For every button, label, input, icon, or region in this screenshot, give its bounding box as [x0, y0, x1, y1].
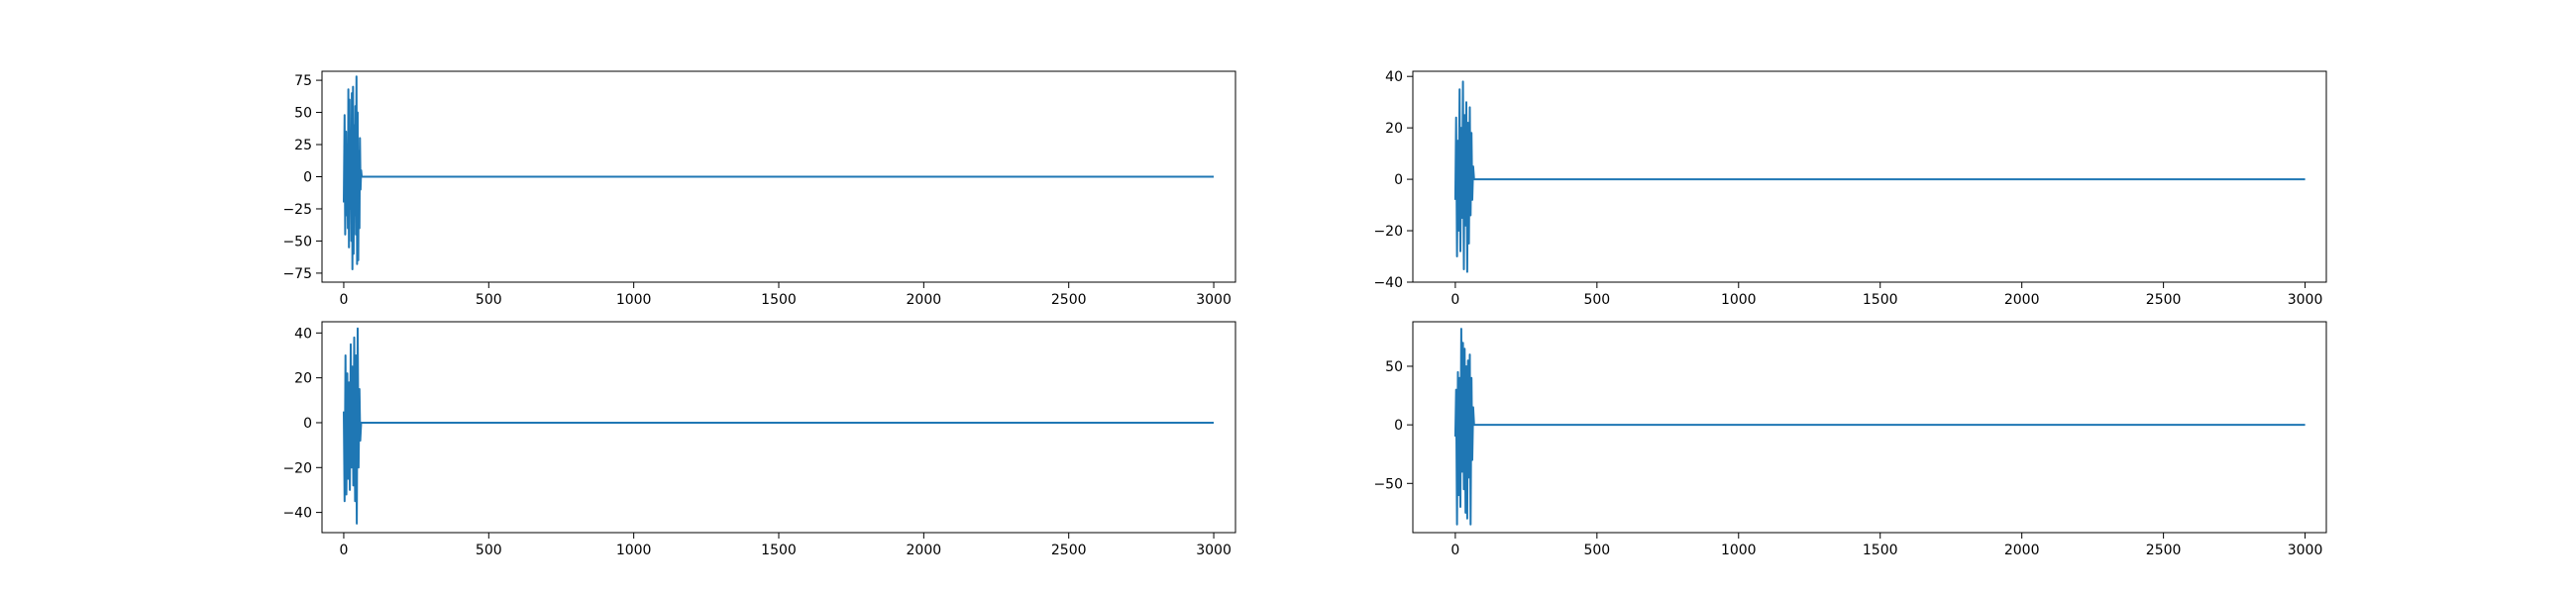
subplot-bottom-right: 0 500 1000 1500 2000 2500 3000 −50 0 50	[1373, 321, 2327, 558]
x-tick-label: 2500	[1051, 292, 1087, 308]
axes-frame	[1412, 70, 2327, 283]
x-tick-label: 500	[1583, 292, 1610, 308]
x-tick-label: 3000	[1196, 543, 1232, 558]
y-tick-label: 25	[294, 138, 312, 153]
x-tick-label: 2000	[907, 543, 942, 558]
x-tick-label: 1500	[761, 292, 797, 308]
series-line	[1453, 80, 2306, 273]
x-tick-label: 2500	[2146, 543, 2182, 558]
x-tick-label: 2000	[2004, 292, 2040, 308]
x-tick-label: 2000	[2004, 543, 2040, 558]
y-tick-label: −40	[282, 506, 312, 522]
y-tick-label: 40	[1385, 69, 1403, 85]
y-tick-label: −75	[282, 266, 312, 282]
x-tick-label: 2500	[2146, 292, 2182, 308]
x-tick-label: 2000	[907, 292, 942, 308]
y-tick-label: 0	[303, 416, 312, 432]
y-tick-label: 0	[303, 170, 312, 186]
x-tick-label: 1500	[1863, 292, 1898, 308]
y-tick-label: 0	[1394, 172, 1403, 188]
y-tick-label: −50	[282, 234, 312, 249]
y-tick-label: −50	[1373, 476, 1403, 492]
y-tick-label: −25	[282, 202, 312, 218]
x-tick-label: 2500	[1051, 543, 1087, 558]
axes-frame	[321, 321, 1236, 534]
x-tick-label: 1500	[1863, 543, 1898, 558]
x-tick-label: 500	[476, 543, 502, 558]
x-tick-label: 500	[1583, 543, 1610, 558]
x-tick-label: 500	[476, 292, 502, 308]
series-line	[343, 75, 1214, 270]
x-tick-label: 1000	[616, 292, 652, 308]
x-tick-label: 3000	[2288, 543, 2323, 558]
y-tick-label: −40	[1373, 275, 1403, 291]
series-line	[1453, 328, 2306, 526]
x-tick-label: 0	[1450, 543, 1459, 558]
x-tick-label: 0	[1450, 292, 1459, 308]
x-tick-label: 3000	[1196, 292, 1232, 308]
y-tick-label: −20	[1373, 224, 1403, 240]
y-tick-label: 20	[294, 371, 312, 387]
x-tick-label: 3000	[2288, 292, 2323, 308]
x-tick-label: 1000	[1721, 543, 1757, 558]
subplot-bottom-left: 0 500 1000 1500 2000 2500 3000 −40 −20 0 20 40	[282, 321, 1236, 558]
subplot-top-left: 0 500 1000 1500 2000 2500 3000 −75 −50 −25 0 25 50 75	[282, 70, 1236, 308]
y-tick-label: 75	[294, 73, 312, 89]
subplot-top-right: 0 500 1000 1500 2000 2500 3000 −40 −20 0 20 40	[1373, 69, 2327, 308]
series-line	[343, 327, 1214, 525]
y-tick-label: 0	[1394, 418, 1403, 434]
x-tick-label: 0	[339, 543, 348, 558]
y-tick-label: 50	[294, 106, 312, 122]
y-tick-label: −20	[282, 460, 312, 476]
x-tick-label: 1000	[1721, 292, 1757, 308]
y-tick-label: 40	[294, 326, 312, 342]
x-tick-label: 0	[339, 292, 348, 308]
y-tick-label: 50	[1385, 359, 1403, 375]
y-tick-label: 20	[1385, 121, 1403, 137]
x-tick-label: 1000	[616, 543, 652, 558]
axes-frame	[1412, 321, 2327, 534]
x-tick-label: 1500	[761, 543, 797, 558]
